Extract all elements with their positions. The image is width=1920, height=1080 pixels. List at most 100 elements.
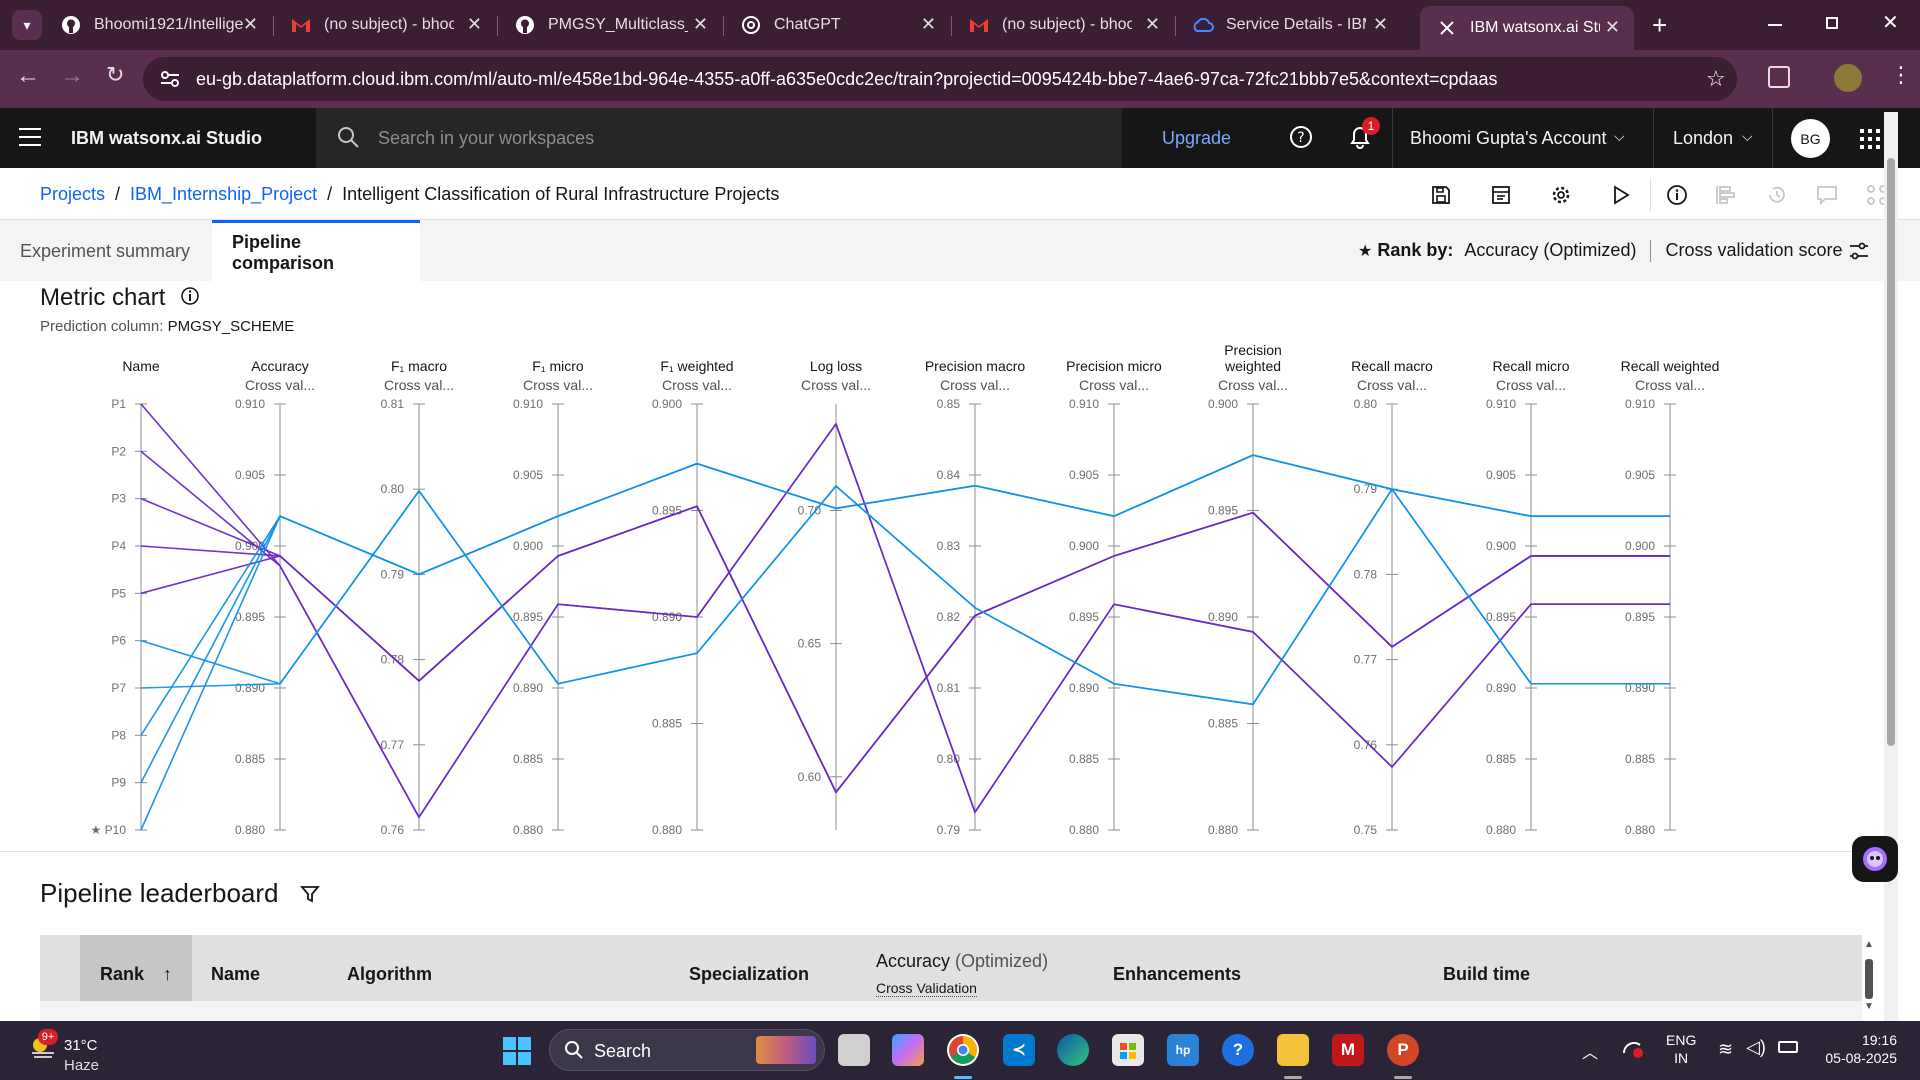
breadcrumb-project[interactable]: IBM_Internship_Project (130, 184, 318, 204)
settings-gear-icon[interactable] (1548, 182, 1574, 208)
save-icon[interactable] (1428, 182, 1454, 208)
back-icon[interactable]: ← (16, 62, 40, 89)
browser-tab-gmail-1[interactable]: (no subject) - bhoom ✕ (274, 8, 496, 42)
browser-tab-chatgpt[interactable]: ChatGPT ✕ (724, 8, 950, 42)
close-tab-icon[interactable]: ✕ (1372, 14, 1388, 34)
chevron-up-icon[interactable]: ︿ (1582, 1045, 1599, 1062)
pipeline-steps-icon[interactable] (1712, 182, 1738, 208)
leaderboard-scrollbar[interactable]: ▲ ▼ (1864, 939, 1874, 1012)
column-enhancements[interactable]: Enhancements (1113, 964, 1242, 984)
upgrade-link[interactable]: Upgrade (1162, 128, 1232, 148)
powerpoint-icon[interactable]: P (1387, 1034, 1419, 1066)
address-bar[interactable]: eu-gb.dataplatform.cloud.ibm.com/ml/auto… (143, 57, 1737, 101)
reload-icon[interactable]: ↻ (106, 62, 125, 87)
extensions-icon[interactable] (1768, 66, 1790, 88)
wifi-icon[interactable]: ≋ (1718, 1039, 1734, 1059)
breadcrumb-projects[interactable]: Projects (40, 184, 106, 204)
svg-text:?: ? (1297, 130, 1304, 146)
close-tab-icon[interactable]: ✕ (1604, 17, 1620, 37)
weather-widget[interactable]: 9+ 31°C Haze (22, 1029, 142, 1074)
run-play-icon[interactable] (1608, 182, 1634, 208)
chart-tick-label: 0.78 (1354, 567, 1378, 581)
column-build-time[interactable]: Build time (1443, 964, 1531, 984)
close-tab-icon[interactable]: ✕ (1144, 14, 1160, 34)
minimize-icon[interactable] (1768, 24, 1782, 26)
notebook-icon[interactable] (1488, 182, 1514, 208)
tab-experiment-summary[interactable]: Experiment summary (20, 240, 191, 261)
page-scrollbar[interactable] (1884, 112, 1898, 1022)
help-icon[interactable]: ? (1289, 125, 1313, 154)
column-rank[interactable]: Rank ↑ (80, 935, 192, 1001)
chrome-icon[interactable] (947, 1034, 979, 1066)
bookmark-star-icon[interactable]: ☆ (1706, 66, 1726, 91)
system-clock[interactable]: 19:16 05-08-2025 (1825, 1032, 1897, 1066)
assistant-chat-button[interactable] (1852, 836, 1898, 882)
browser-tab-github-2[interactable]: PMGSY_Multiclass_M ✕ (498, 8, 722, 42)
column-accuracy[interactable]: Accuracy (Optimized) (876, 951, 1049, 971)
close-window-icon[interactable]: ✕ (1882, 12, 1899, 34)
browser-menu-icon[interactable]: ⋮ (1890, 62, 1912, 87)
search-input[interactable]: Search in your workspaces (378, 128, 595, 148)
rank-by-selector[interactable]: ★ Rank by: Accuracy (Optimized) Cross va… (1358, 240, 1843, 263)
chart-tick-label: 0.890 (652, 610, 682, 624)
chart-tick-label: 0.84 (937, 468, 961, 482)
mcafee-icon[interactable]: M (1332, 1034, 1364, 1066)
history-icon[interactable] (1764, 182, 1790, 208)
column-algorithm[interactable]: Algorithm (347, 964, 432, 984)
column-specialization[interactable]: Specialization (689, 964, 810, 984)
tab-search-button[interactable]: ▾ (12, 10, 42, 40)
scrollbar-thumb[interactable] (1887, 158, 1895, 746)
browser-tab-ibm-cloud[interactable]: Service Details - IBM ✕ (1176, 8, 1402, 42)
leaderboard-row[interactable] (40, 1001, 1862, 1021)
file-explorer-icon[interactable] (1277, 1034, 1309, 1066)
store-icon[interactable] (1112, 1034, 1144, 1066)
browser-tab-gmail-2[interactable]: (no subject) - bhoom ✕ (952, 8, 1174, 42)
site-info-icon[interactable] (159, 69, 181, 94)
comments-icon[interactable] (1814, 182, 1840, 208)
region-switcher[interactable]: London (1673, 128, 1734, 148)
info-icon[interactable] (180, 285, 200, 313)
task-view-icon[interactable] (838, 1034, 870, 1066)
notification-icon[interactable] (1347, 124, 1373, 155)
app-switcher-icon[interactable] (1859, 128, 1881, 150)
network-warning-icon[interactable] (1622, 1039, 1644, 1059)
chart-tick-label: 0.880 (1069, 823, 1099, 837)
filter-icon[interactable] (299, 880, 320, 911)
forward-icon[interactable]: → (60, 62, 84, 89)
browser-tab-watsonx-active[interactable]: IBM watsonx.ai Studi ✕ (1420, 6, 1634, 50)
profile-avatar[interactable] (1834, 64, 1862, 92)
language-indicator[interactable]: ENG IN (1666, 1032, 1697, 1066)
close-tab-icon[interactable]: ✕ (920, 14, 936, 34)
rank-by-metric[interactable]: Accuracy (Optimized) (1464, 240, 1637, 260)
browser-tab-github-1[interactable]: Bhoomi1921/Intellige ✕ (44, 8, 272, 42)
battery-icon[interactable] (1778, 1041, 1798, 1053)
workspace-search[interactable]: Search in your workspaces (316, 108, 1122, 168)
column-name[interactable]: Name (211, 964, 261, 984)
rank-by-score[interactable]: Cross validation score (1665, 240, 1843, 260)
chart-tick-label: P3 (111, 492, 126, 506)
windows-start-icon[interactable] (502, 1036, 532, 1071)
close-tab-icon[interactable]: ✕ (242, 14, 258, 34)
app-brand[interactable]: IBM watsonx.ai Studio (71, 128, 263, 148)
user-avatar[interactable]: BG (1791, 119, 1830, 158)
restore-icon[interactable] (1826, 17, 1838, 29)
close-tab-icon[interactable]: ✕ (692, 14, 708, 34)
tab-pipeline-comparison[interactable]: Pipeline comparison (212, 220, 420, 282)
taskbar-search[interactable]: Search (549, 1029, 825, 1071)
help-app-icon[interactable]: ? (1222, 1034, 1254, 1066)
volume-icon[interactable]: ◁) (1746, 1037, 1766, 1057)
edge-icon[interactable] (1057, 1034, 1089, 1066)
sort-ascending-icon[interactable]: ↑ (163, 964, 173, 984)
vscode-icon[interactable]: ≺ (1003, 1034, 1035, 1066)
model-icon[interactable] (1864, 182, 1890, 208)
close-tab-icon[interactable]: ✕ (466, 14, 482, 34)
copilot-icon[interactable] (892, 1034, 924, 1066)
account-switcher[interactable]: Bhoomi Gupta's Account (1410, 128, 1607, 148)
sliders-settings-icon[interactable] (1848, 240, 1870, 267)
info-icon[interactable] (1664, 182, 1690, 208)
hamburger-menu-icon[interactable] (19, 128, 41, 146)
chart-tick-label: 0.895 (1069, 610, 1099, 624)
new-tab-icon[interactable]: + (1652, 10, 1668, 40)
myhp-icon[interactable]: hp (1167, 1034, 1199, 1066)
chart-tick-label: 0.900 (1069, 539, 1099, 553)
